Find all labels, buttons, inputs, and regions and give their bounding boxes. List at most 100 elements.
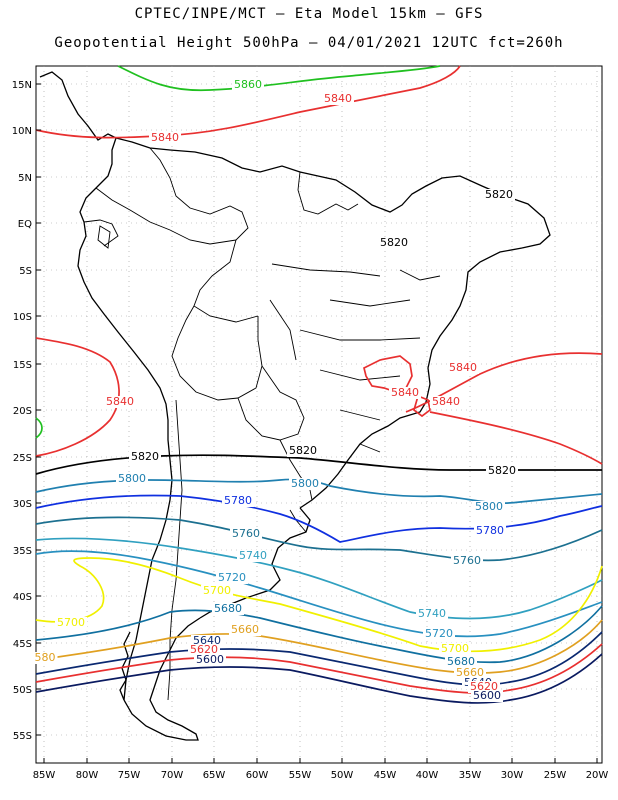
border-colombia-peru xyxy=(95,187,237,245)
contour-label: 5680 xyxy=(214,602,242,615)
contour-label-bg xyxy=(104,396,136,408)
contour-label-bg xyxy=(222,495,254,507)
contour-5680 xyxy=(35,605,603,664)
lon-tick-label: 50W xyxy=(331,770,354,781)
contour-label: 5840 xyxy=(449,361,477,374)
border-chile-argentina xyxy=(167,399,183,701)
contour-label: 5620 xyxy=(470,680,498,693)
contour-label: 5680 xyxy=(447,655,475,668)
lon-tick-label: 25W xyxy=(544,770,567,781)
contour-labels: 5860 5840 5840 5820 5820 5840 5840 5840 5840 5820… xyxy=(32,78,518,702)
axis-labels: 15N10N5NEQ5S10S15S20S25S30S35S40S45S50S5… xyxy=(12,80,609,781)
contour-label: 5660 xyxy=(231,623,259,636)
contour-label: 5820 xyxy=(380,236,408,249)
contour-label-bg xyxy=(445,656,477,668)
contour-label: 5820 xyxy=(289,444,317,457)
lat-tick-label: 50S xyxy=(13,685,32,696)
lat-tick-label: 25S xyxy=(13,453,32,464)
contour-label-bg xyxy=(447,362,479,374)
contour-5760 xyxy=(35,516,603,562)
contour-5660 xyxy=(35,619,603,674)
border-bolivia xyxy=(171,305,263,401)
contour-label: 5600 xyxy=(473,689,501,702)
contour-label-bg xyxy=(474,525,506,537)
contour-label-bg xyxy=(188,644,220,656)
border-brazil-states xyxy=(269,263,441,453)
contour-label-bg xyxy=(216,572,248,584)
contour-label: 5780 xyxy=(476,524,504,537)
contour-5780 xyxy=(35,494,603,543)
contour-label: 5800 xyxy=(291,477,319,490)
lon-tick-label: 80W xyxy=(76,770,99,781)
contour-label: 5840 xyxy=(432,395,460,408)
contour-label-bg xyxy=(232,79,264,91)
amazon-lakes xyxy=(97,225,111,249)
contour-label: 5820 xyxy=(485,188,513,201)
contour-label-bg xyxy=(473,501,505,513)
coast-patagonia xyxy=(123,617,201,741)
contour-label-bg xyxy=(430,396,462,408)
contour-5840-north xyxy=(35,65,461,139)
border-colombia-venezuela xyxy=(149,147,249,241)
lat-tick-label: 40S xyxy=(13,592,32,603)
contour-label-bg xyxy=(32,652,58,664)
contour-5740 xyxy=(35,537,603,620)
contour-label-bg xyxy=(416,608,448,620)
lat-tick-label: 15N xyxy=(12,80,32,91)
contour-label: 580 xyxy=(35,651,56,664)
contour-label-bg xyxy=(237,550,269,562)
contour-label-bg xyxy=(201,585,233,597)
contour-5840-tail xyxy=(429,411,603,465)
contour-label-bg xyxy=(483,189,515,201)
lon-tick-label: 35W xyxy=(459,770,482,781)
coast-brazil-east xyxy=(299,247,523,509)
lat-tick-label: 5N xyxy=(18,173,32,184)
contour-label: 5820 xyxy=(131,450,159,463)
lon-tick-label: 20W xyxy=(586,770,609,781)
contour-5620 xyxy=(35,643,603,694)
contour-label: 5620 xyxy=(190,643,218,656)
contour-label: 5760 xyxy=(232,527,260,540)
lon-tick-label: 60W xyxy=(246,770,269,781)
lat-tick-label: 55S xyxy=(13,731,32,742)
contour-5840-east xyxy=(405,352,603,413)
contour-label: 5860 xyxy=(234,78,262,91)
lon-tick-label: 40W xyxy=(416,770,439,781)
contour-label: 5700 xyxy=(203,584,231,597)
contour-label: 5700 xyxy=(441,642,469,655)
contour-label: 5820 xyxy=(488,464,516,477)
contour-label: 5800 xyxy=(118,472,146,485)
contour-label-bg xyxy=(486,465,518,477)
border-argentina-brazil xyxy=(279,439,313,501)
contour-label-bg xyxy=(423,628,455,640)
lat-tick-label: 10S xyxy=(13,312,32,323)
contour-5800 xyxy=(35,478,603,504)
contour-label-bg xyxy=(378,237,410,249)
contour-label: 5800 xyxy=(475,500,503,513)
contour-5840-closed-2 xyxy=(413,394,431,418)
coastlines xyxy=(39,71,551,741)
lon-tick-label: 70W xyxy=(161,770,184,781)
contour-label-bg xyxy=(471,690,503,702)
contour-5600 xyxy=(35,653,603,704)
coast-central-america xyxy=(39,71,117,141)
contour-label: 5700 xyxy=(57,616,85,629)
contour-label-bg xyxy=(229,624,261,636)
contour-label-bg xyxy=(454,667,486,679)
contour-label: 5840 xyxy=(151,131,179,144)
contour-5860-north xyxy=(117,65,441,92)
lon-tick-label: 45W xyxy=(374,770,397,781)
lon-tick-label: 30W xyxy=(501,770,524,781)
contour-label-bg xyxy=(55,617,87,629)
lon-tick-label: 65W xyxy=(203,770,226,781)
contour-label: 5840 xyxy=(391,386,419,399)
contour-5840-south xyxy=(35,337,120,457)
lat-tick-label: 30S xyxy=(13,499,32,510)
contour-label-bg xyxy=(116,473,148,485)
lon-tick-label: 85W xyxy=(33,770,56,781)
coast-pacific-chile xyxy=(77,137,173,701)
contour-label-bg xyxy=(451,555,483,567)
lat-tick-label: 20S xyxy=(13,406,32,417)
contour-5860-west xyxy=(35,417,43,439)
